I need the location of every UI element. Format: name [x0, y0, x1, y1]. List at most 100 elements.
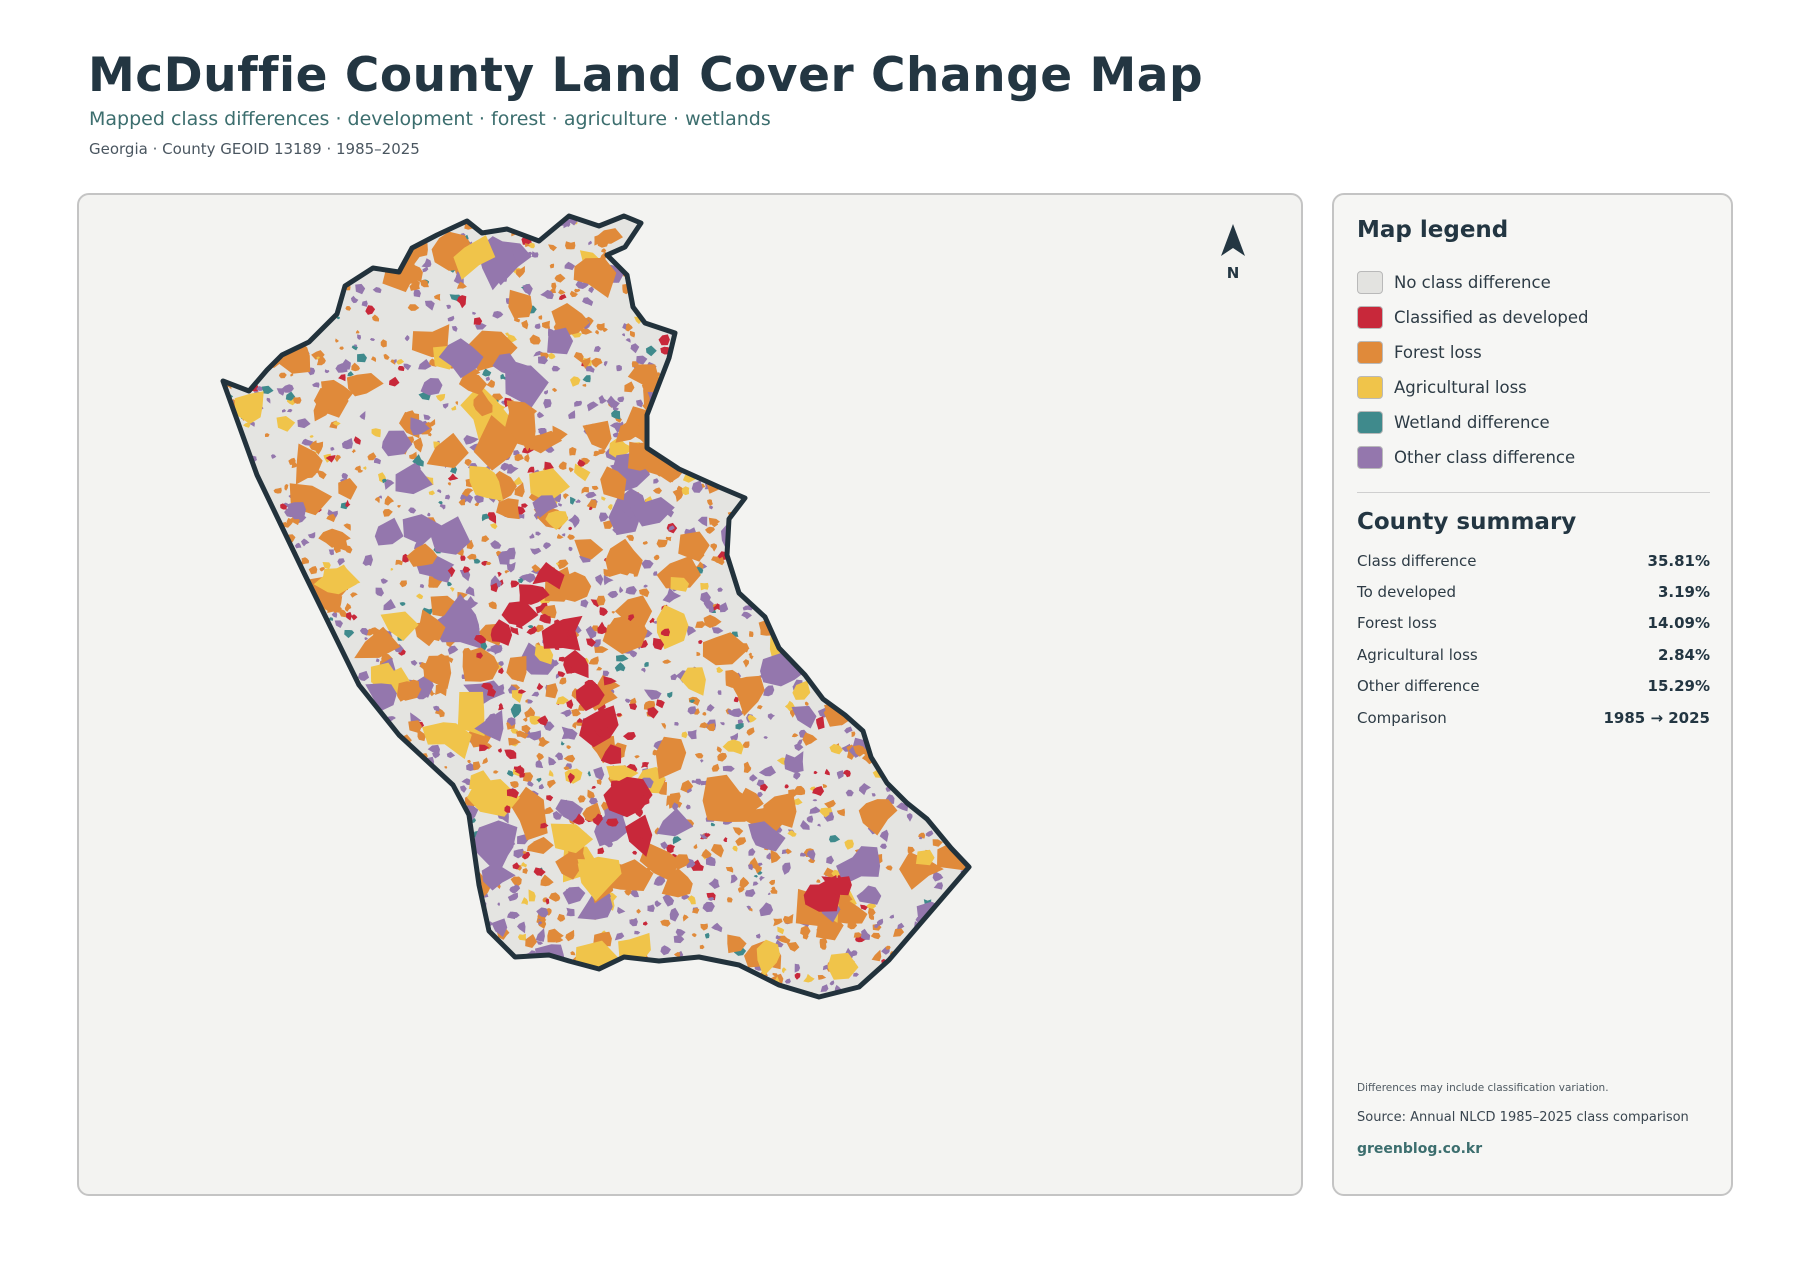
land-cover-patch [301, 538, 310, 547]
land-cover-patch [625, 814, 653, 857]
land-cover-patch [803, 1003, 807, 1006]
land-cover-patch [422, 266, 429, 273]
land-cover-patch [327, 603, 342, 613]
land-cover-patch [390, 568, 394, 571]
land-cover-patch [600, 466, 627, 501]
land-cover-patch [521, 503, 528, 508]
land-cover-patch [354, 818, 369, 838]
land-cover-patch [824, 768, 830, 776]
land-cover-patch [463, 435, 479, 445]
land-cover-patch [271, 860, 275, 864]
land-cover-patch [245, 337, 258, 354]
land-cover-patch [413, 437, 423, 453]
land-cover-patch [378, 849, 390, 863]
land-cover-patch [927, 757, 934, 765]
land-cover-patch [960, 682, 967, 690]
land-cover-patch [836, 550, 847, 561]
land-cover-patch [837, 900, 868, 924]
land-cover-patch [438, 862, 450, 872]
land-cover-patch [800, 820, 810, 830]
land-cover-patch [818, 600, 835, 618]
land-cover-patch [588, 656, 599, 665]
land-cover-patch [717, 587, 723, 592]
land-cover-patch [624, 698, 631, 703]
land-cover-patch [815, 622, 819, 627]
land-cover-patch [534, 644, 554, 665]
panel-divider [1357, 492, 1710, 493]
land-cover-patch [259, 318, 268, 329]
land-cover-patch [794, 742, 804, 751]
land-cover-patch [413, 289, 421, 298]
land-cover-patch [240, 802, 248, 811]
land-cover-patch [774, 597, 785, 611]
land-cover-patch [223, 547, 256, 584]
land-cover-patch [359, 628, 369, 636]
land-cover-patch [900, 732, 906, 739]
land-cover-patch [383, 598, 396, 611]
land-cover-patch [439, 503, 446, 510]
land-cover-patch [281, 384, 294, 393]
land-cover-patch [417, 729, 426, 742]
land-cover-patch [673, 285, 690, 303]
land-cover-patch [889, 616, 897, 623]
land-cover-patch [270, 636, 276, 640]
land-cover-patch [351, 362, 360, 372]
land-cover-patch [384, 479, 395, 490]
land-cover-patch [537, 411, 545, 419]
land-cover-patch [301, 438, 314, 446]
land-cover-patch [711, 763, 720, 772]
land-cover-patch [877, 606, 882, 610]
land-cover-patch [386, 735, 396, 746]
land-cover-patch [264, 660, 272, 666]
land-cover-patch [554, 273, 566, 283]
land-cover-patch [464, 458, 472, 467]
land-cover-patch [384, 908, 390, 913]
land-cover-patch [753, 306, 761, 311]
land-cover-patch [704, 833, 711, 838]
land-cover-patch [601, 718, 612, 728]
land-cover-patch [574, 539, 604, 560]
land-cover-patch [360, 869, 371, 877]
land-cover-patch [597, 621, 607, 635]
land-cover-patch [812, 442, 819, 448]
land-cover-patch [548, 244, 557, 252]
land-cover-patch [702, 901, 715, 913]
land-cover-patch [325, 961, 346, 978]
site-link[interactable]: greenblog.co.kr [1357, 1141, 1483, 1157]
land-cover-patch [642, 541, 648, 545]
land-cover-patch [432, 752, 441, 759]
land-cover-patch [719, 602, 729, 613]
land-cover-patch [242, 921, 248, 927]
land-cover-patch [233, 249, 246, 261]
land-cover-patch [367, 452, 377, 461]
land-cover-patch [296, 694, 345, 730]
land-cover-patch [929, 303, 940, 316]
county-map[interactable] [79, 195, 1303, 1196]
land-cover-patch [640, 251, 649, 262]
land-cover-patch [714, 270, 724, 285]
land-cover-patch [777, 469, 786, 474]
land-cover-patch [406, 543, 438, 567]
land-cover-patch [771, 886, 776, 891]
land-cover-patch [536, 907, 549, 918]
land-cover-patch [423, 414, 431, 420]
land-cover-patch [312, 959, 327, 971]
land-cover-patch [705, 342, 714, 352]
land-cover-patch [770, 889, 778, 894]
land-cover-patch [555, 562, 560, 566]
land-cover-patch [240, 967, 260, 979]
land-cover-patch [335, 770, 343, 779]
summary-value: 15.29% [1647, 677, 1710, 696]
land-cover-patch [790, 227, 799, 237]
land-cover-patch [949, 287, 960, 298]
land-cover-patch [354, 344, 358, 347]
land-cover-patch [444, 494, 451, 500]
land-cover-patch [931, 460, 935, 465]
land-cover-patch [568, 526, 573, 531]
map-panel[interactable] [77, 193, 1303, 1196]
land-cover-patch [315, 238, 350, 272]
land-cover-patch [782, 913, 794, 924]
land-cover-patch [971, 469, 976, 475]
land-cover-patch [616, 364, 622, 372]
land-cover-patch [256, 537, 265, 544]
